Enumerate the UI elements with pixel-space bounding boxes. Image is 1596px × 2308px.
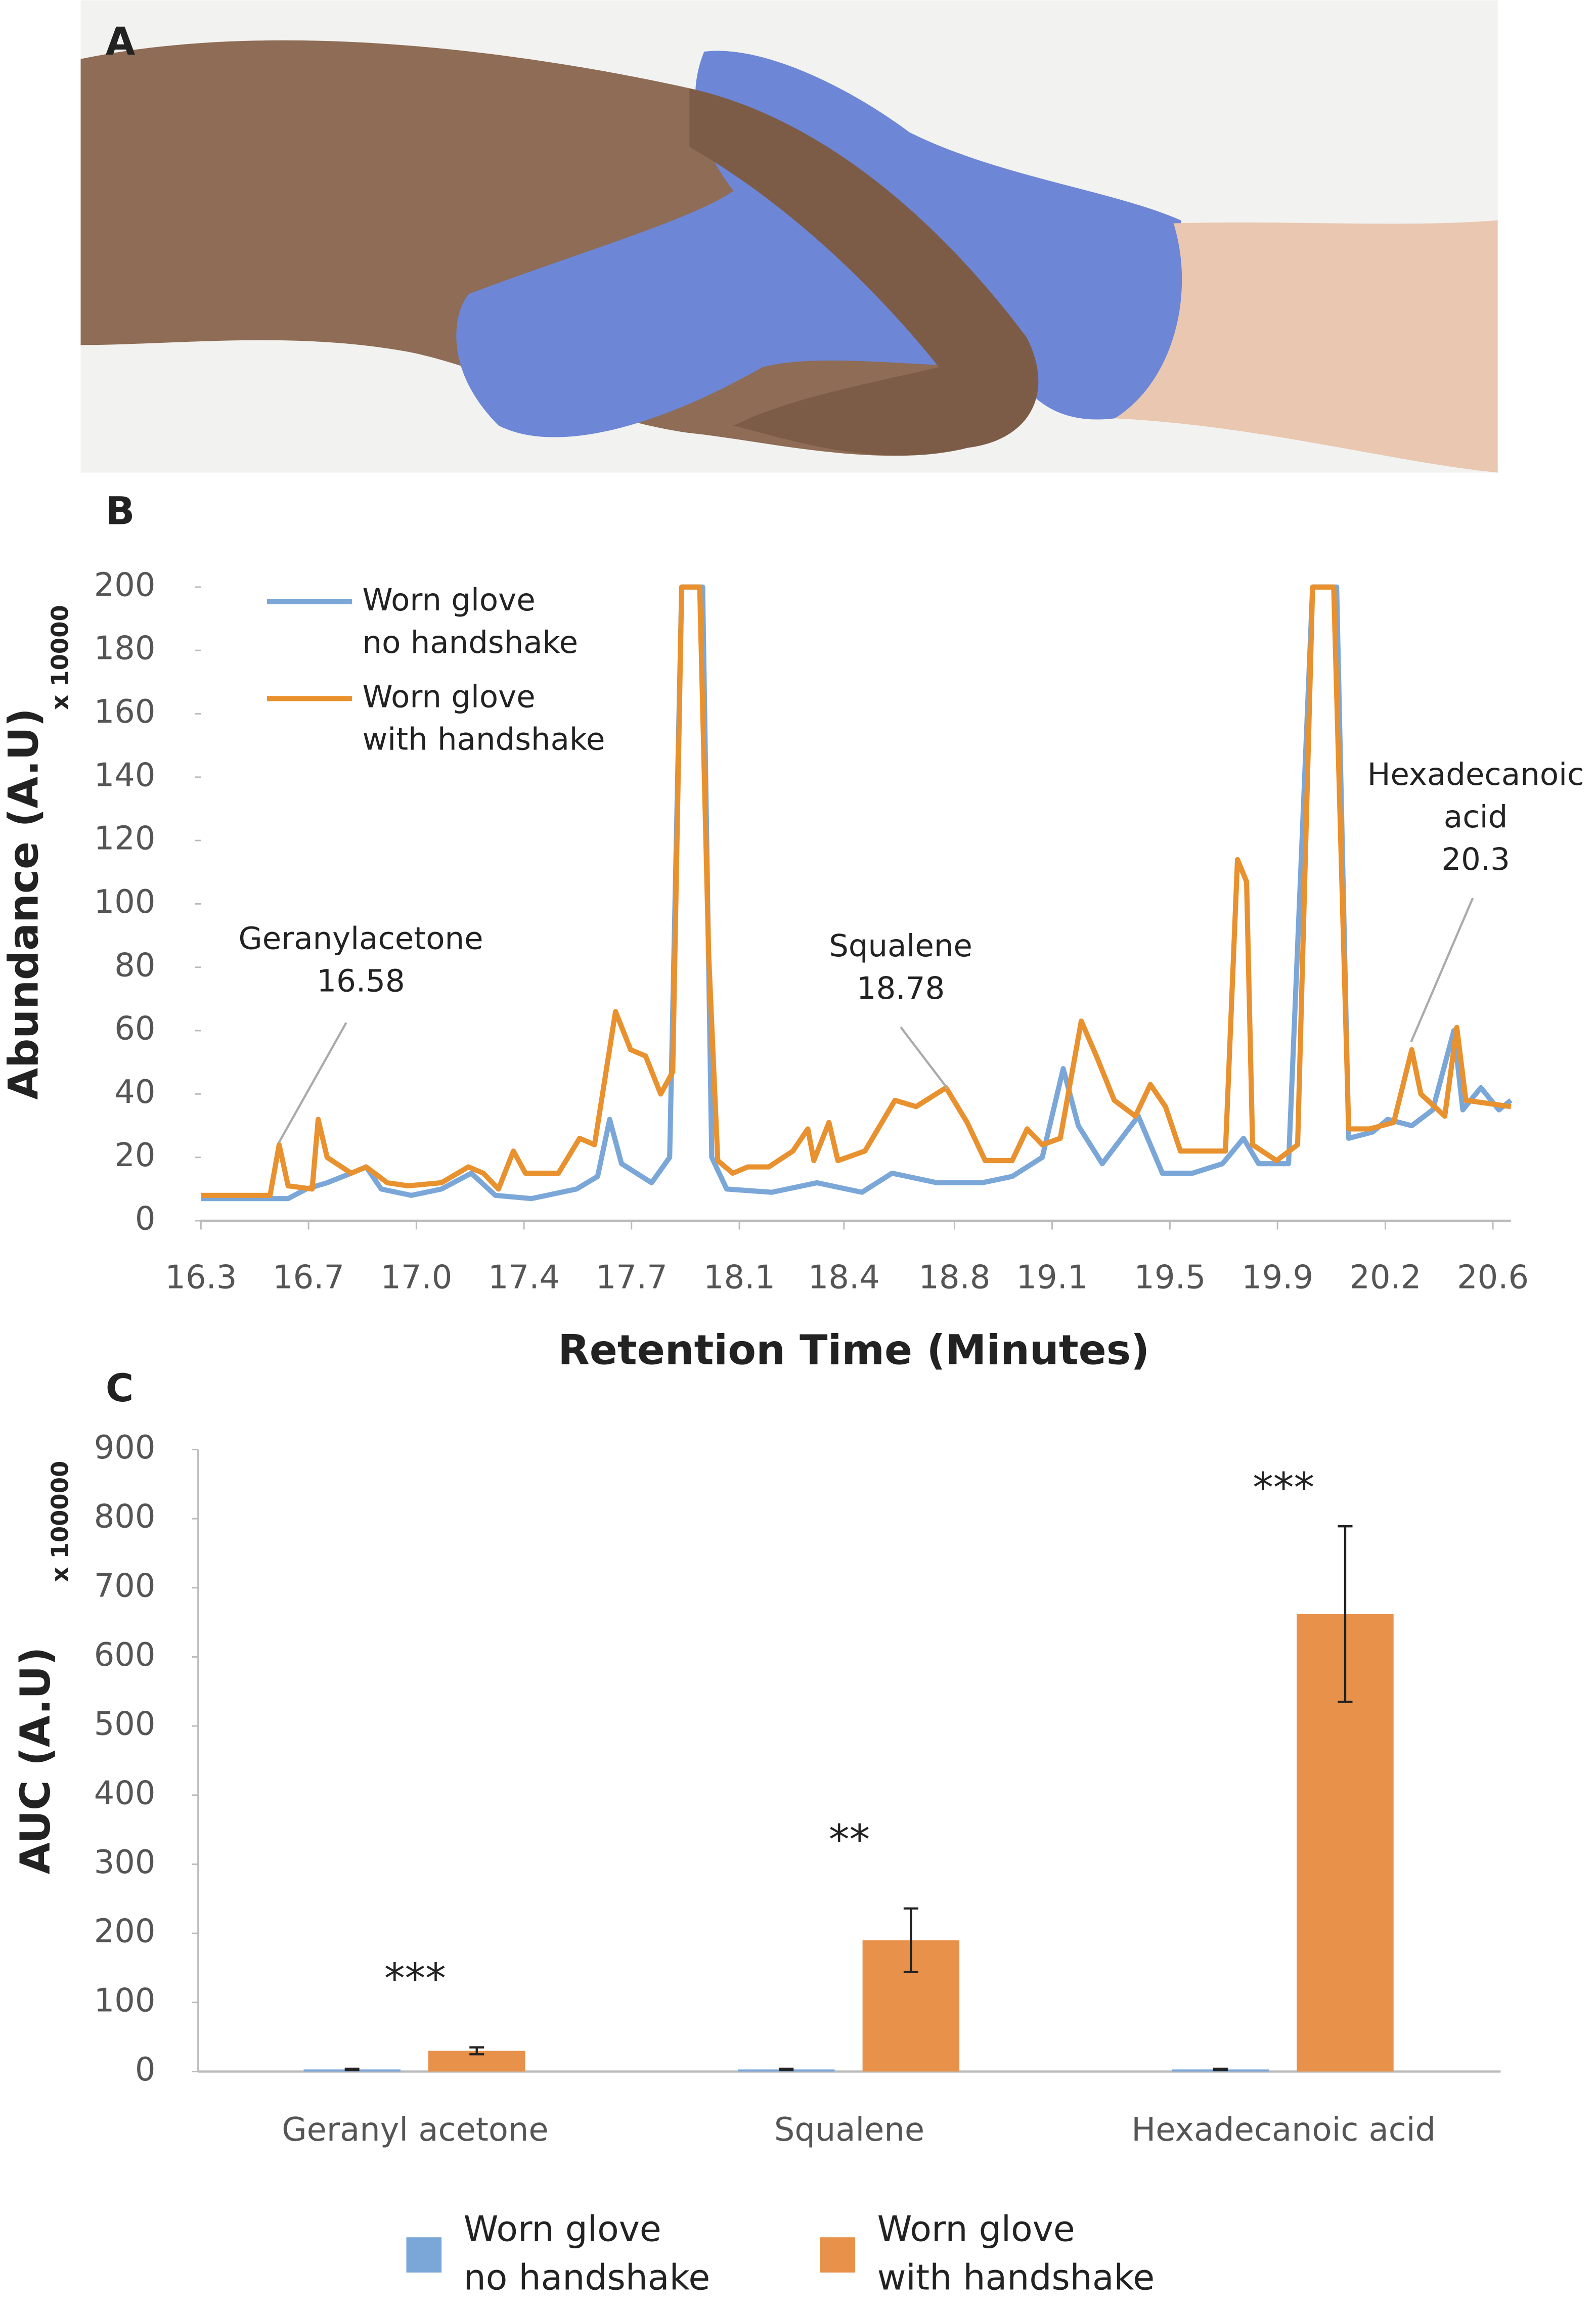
y-tick-label: 200 xyxy=(94,1913,156,1950)
error-bar xyxy=(1213,2067,1228,2071)
legend-label: Worn glove no handshake xyxy=(362,582,578,660)
annotation-value: 20.3 xyxy=(1441,841,1510,877)
y-tick-label: 160 xyxy=(94,693,156,731)
y-multiplier: x 100000 xyxy=(46,1461,73,1582)
annotation-label: Hexadecanoic acid xyxy=(1367,757,1584,835)
y-tick-label: 700 xyxy=(94,1567,156,1605)
y-tick-label: 0 xyxy=(135,1201,156,1238)
x-tick-label: 16.7 xyxy=(273,1259,344,1297)
annotation-value: 16.58 xyxy=(317,963,405,999)
photo xyxy=(80,0,1498,473)
y-tick-label: 20 xyxy=(114,1137,155,1174)
significance: *** xyxy=(384,1956,446,2003)
series-line xyxy=(201,584,1512,1198)
y-tick-label: 60 xyxy=(114,1010,155,1048)
x-tick-label: 16.3 xyxy=(165,1259,237,1297)
x-tick-label: 18.4 xyxy=(808,1259,880,1297)
x-tick-label: 19.5 xyxy=(1134,1259,1206,1297)
legend-label: Worn glove no handshake xyxy=(464,2209,711,2298)
series-line xyxy=(201,584,1513,1202)
x-tick-label: Geranyl acetone xyxy=(282,2111,548,2149)
y-tick-label: 600 xyxy=(94,1636,156,1674)
x-tick-label: 19.9 xyxy=(1242,1259,1313,1297)
y-tick-label: 140 xyxy=(94,757,156,794)
x-tick-label: 18.8 xyxy=(918,1259,990,1297)
annotation-value: 18.78 xyxy=(857,970,945,1006)
y-tick-label: 100 xyxy=(94,1982,156,2019)
y-tick-label: 100 xyxy=(94,883,156,921)
y-tick-label: 900 xyxy=(94,1429,156,1467)
y-tick-label: 180 xyxy=(94,630,156,668)
y-tick-label: 120 xyxy=(94,820,156,858)
error-bar xyxy=(344,2067,360,2071)
hand xyxy=(689,88,1039,456)
annotation-leader xyxy=(1410,897,1474,1042)
x-tick-label: 18.1 xyxy=(703,1259,775,1297)
x-tick-label: 17.4 xyxy=(488,1259,560,1297)
y-axis-title: Abundance (A.U) xyxy=(1,708,48,1099)
annotation-leader xyxy=(278,1022,347,1144)
x-tick-label: 17.7 xyxy=(596,1259,668,1297)
y-tick-label: 80 xyxy=(114,947,155,984)
y-tick-label: 40 xyxy=(114,1074,155,1111)
plot-lines xyxy=(201,584,1513,1202)
panel-label: C xyxy=(106,1366,134,1410)
annotation-label: Geranylacetone xyxy=(239,921,483,957)
error-bar xyxy=(469,2046,484,2056)
panel-label: A xyxy=(106,19,135,64)
y-tick-label: 300 xyxy=(94,1844,156,1881)
y-tick-label: 200 xyxy=(94,566,156,604)
y-axis-title: AUC (A.U) xyxy=(12,1647,60,1875)
y-multiplier: x 10000 xyxy=(46,605,73,710)
error-bar xyxy=(903,1907,918,1973)
significance: ** xyxy=(829,1816,870,1864)
annotation-label: Squalene xyxy=(829,928,972,964)
y-tick-label: 800 xyxy=(94,1498,156,1536)
x-tick-label: 17.0 xyxy=(380,1259,452,1297)
significance: *** xyxy=(1253,1464,1314,1512)
error-bar xyxy=(779,2067,794,2071)
y-tick-label: 0 xyxy=(135,2051,156,2089)
x-tick-label: Hexadecanoic acid xyxy=(1131,2111,1436,2149)
x-tick-label: 19.1 xyxy=(1016,1259,1088,1297)
x-tick-label: 20.2 xyxy=(1349,1259,1421,1297)
legend-label: Worn glove with handshake xyxy=(877,2209,1155,2298)
x-tick-label: 20.6 xyxy=(1457,1259,1529,1297)
legend-swatch xyxy=(406,2237,442,2273)
legend-label: Worn glove with handshake xyxy=(362,679,605,757)
annotation-leader xyxy=(900,1026,949,1090)
gloved-arm xyxy=(1115,220,1498,473)
error-bar xyxy=(1338,1525,1353,1703)
x-tick-label: Squalene xyxy=(774,2111,924,2149)
legend-swatch xyxy=(820,2237,856,2273)
panel-label: B xyxy=(106,489,135,533)
y-tick-label: 500 xyxy=(94,1706,156,1743)
x-axis-title: Retention Time (Minutes) xyxy=(558,1327,1149,1374)
y-tick-label: 400 xyxy=(94,1774,156,1812)
